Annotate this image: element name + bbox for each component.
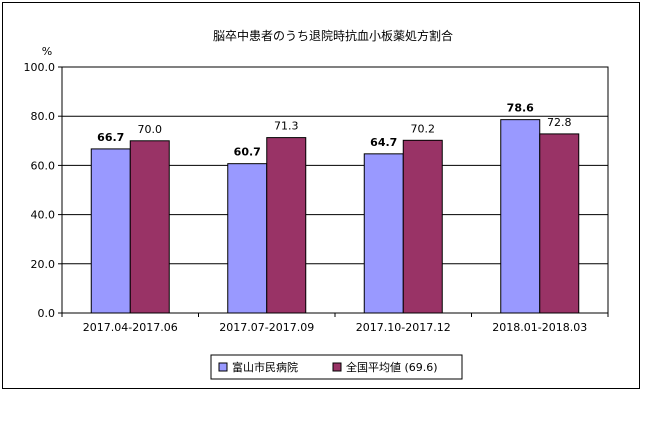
bar <box>539 133 580 314</box>
data-labels: 66.7 70.0 60.7 71.3 64.7 70.2 78.6 72.8 <box>97 102 571 159</box>
legend-label: 全国平均値 (69.6) <box>346 360 438 374</box>
bar <box>500 119 541 314</box>
bar <box>402 139 443 314</box>
data-label: 71.3 <box>274 120 299 133</box>
bar <box>129 140 170 314</box>
bar <box>363 153 404 314</box>
legend-swatch <box>218 362 228 372</box>
bars <box>90 119 580 314</box>
data-label: 60.7 <box>234 146 261 159</box>
y-tick-label: 100.0 <box>24 61 56 74</box>
chart-frame: 脳卒中患者のうち退院時抗血小板薬処方割合 % 0.0 20.0 40.0 60.0 80… <box>2 2 640 389</box>
data-label: 66.7 <box>97 131 124 144</box>
data-label: 78.6 <box>507 102 534 115</box>
data-label: 70.0 <box>138 123 163 136</box>
y-tick-label: 80.0 <box>31 110 56 123</box>
y-tick-label: 20.0 <box>31 258 56 271</box>
x-axis-labels: 2017.04-2017.06 2017.07-2017.09 2017.10-20… <box>61 313 609 334</box>
legend: 富山市民病院 全国平均値 (69.6) <box>210 354 463 380</box>
x-tick-label: 2017.07-2017.09 <box>219 321 314 334</box>
bar <box>227 163 268 314</box>
bar-chart: 脳卒中患者のうち退院時抗血小板薬処方割合 % 0.0 20.0 40.0 60.0 80… <box>24 28 609 380</box>
x-tick-label: 2017.10-2017.12 <box>356 321 451 334</box>
y-tick-label: 0.0 <box>38 307 56 320</box>
legend-label: 富山市民病院 <box>232 360 298 374</box>
chart-title: 脳卒中患者のうち退院時抗血小板薬処方割合 <box>213 28 453 43</box>
legend-swatch <box>332 362 342 372</box>
x-tick-label: 2017.04-2017.06 <box>83 321 178 334</box>
data-label: 64.7 <box>370 136 397 149</box>
bar <box>266 137 307 314</box>
data-label: 70.2 <box>411 122 436 135</box>
x-tick-label: 2018.01-2018.03 <box>492 321 587 334</box>
bar <box>90 148 131 314</box>
y-unit-label: % <box>42 45 52 58</box>
y-axis-ticks: 0.0 20.0 40.0 60.0 80.0 100.0 <box>24 61 62 320</box>
y-tick-label: 40.0 <box>31 209 56 222</box>
y-tick-label: 60.0 <box>31 159 56 172</box>
data-label: 72.8 <box>547 116 572 129</box>
